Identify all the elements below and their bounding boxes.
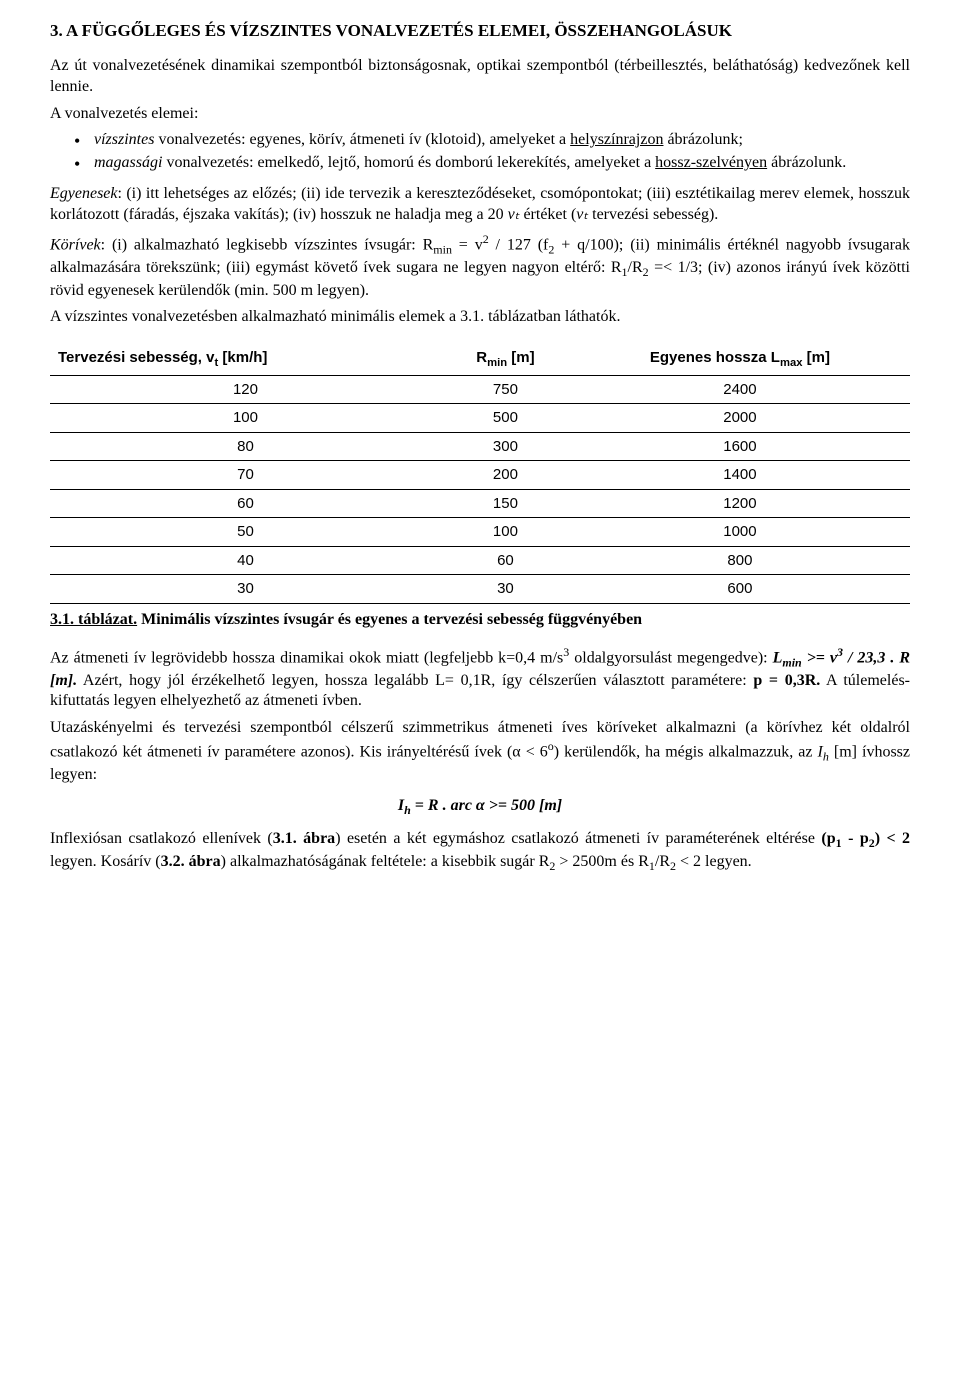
text: Az átmeneti ív legrövidebb hossza dinami… <box>50 649 563 666</box>
table-cell: 1600 <box>570 432 910 461</box>
text: vízszintes <box>94 131 154 148</box>
text: legyen. Kosárív ( <box>50 853 161 870</box>
table-row: 3030600 <box>50 575 910 604</box>
text: Azért, hogy jól érzékelhető legyen, hoss… <box>77 672 753 689</box>
col-header-speed: Tervezési sebesség, vt [km/h] <box>50 342 441 375</box>
inflex-paragraph: Inflexiósan csatlakozó ellenívek (3.1. á… <box>50 829 910 875</box>
vonal-min: A vízszintes vonalvezetésben alkalmazhat… <box>50 307 910 328</box>
text: / 127 (f <box>489 236 549 253</box>
text: Minimális vízszintes ívsugár és egyenes … <box>137 611 642 628</box>
text: L <box>773 649 783 666</box>
intro-paragraph: Az út vonalvezetésének dinamikai szempon… <box>50 56 910 98</box>
text: min <box>433 242 452 256</box>
table-cell: 200 <box>441 461 570 490</box>
text: >= v <box>802 649 837 666</box>
text: - p <box>842 830 869 847</box>
list-item: magassági vonalvezetés: emelkedő, lejtő,… <box>74 153 910 174</box>
atmeneti-paragraph: Az átmeneti ív legrövidebb hossza dinami… <box>50 645 910 713</box>
table-cell: 50 <box>50 518 441 547</box>
text: Egyenesek <box>50 185 118 202</box>
text: ábrázolunk; <box>663 131 743 148</box>
text: tervezési sebesség). <box>588 206 718 223</box>
table-cell: 150 <box>441 489 570 518</box>
table-cell: 60 <box>50 489 441 518</box>
korivek-paragraph: Körívek: (i) alkalmazható legkisebb vízs… <box>50 232 910 302</box>
elemei-list: vízszintes vonalvezetés: egyenes, körív,… <box>50 130 910 174</box>
design-speed-table: Tervezési sebesség, vt [km/h] Rmin [m] E… <box>50 342 910 604</box>
text: < 2 legyen. <box>676 853 752 870</box>
text: oldalgyorsulást megengedve): <box>569 649 772 666</box>
table-cell: 30 <box>50 575 441 604</box>
text: : (i) itt lehetséges az előzés; (ii) ide… <box>50 185 910 223</box>
table-row: 803001600 <box>50 432 910 461</box>
table-row: 702001400 <box>50 461 910 490</box>
table-cell: 1400 <box>570 461 910 490</box>
table-cell: 100 <box>50 404 441 433</box>
text: Inflexiósan csatlakozó ellenívek ( <box>50 830 273 847</box>
table-cell: 750 <box>441 375 570 404</box>
text: > 2500m és R <box>555 853 648 870</box>
table-cell: 80 <box>50 432 441 461</box>
table-cell: 40 <box>50 546 441 575</box>
table-row: 501001000 <box>50 518 910 547</box>
text: = R . arc α >= 500 [m] <box>411 797 562 814</box>
table-cell: 120 <box>50 375 441 404</box>
text: min <box>782 655 801 669</box>
text: Körívek <box>50 236 101 253</box>
table-row: 4060800 <box>50 546 910 575</box>
text: /R <box>655 853 670 870</box>
egyenesek-paragraph: Egyenesek: (i) itt lehetséges az előzés;… <box>50 184 910 226</box>
col-header-rmin: Rmin [m] <box>441 342 570 375</box>
table-cell: 300 <box>441 432 570 461</box>
text: (p <box>821 830 835 847</box>
text: ábrázolunk. <box>767 154 846 171</box>
text: ) < 2 <box>875 830 910 847</box>
table-cell: 1000 <box>570 518 910 547</box>
table-cell: 100 <box>441 518 570 547</box>
text: vₜ <box>576 206 588 223</box>
text: ) esetén a két egymáshoz csatlakozó átme… <box>335 830 821 847</box>
text: helyszínrajzon <box>570 131 663 148</box>
text: : (i) alkalmazható legkisebb vízszintes … <box>101 236 434 253</box>
table-cell: 70 <box>50 461 441 490</box>
table-cell: 2400 <box>570 375 910 404</box>
text: p = 0,3R. <box>753 672 820 689</box>
table-row: 1207502400 <box>50 375 910 404</box>
text: értéket ( <box>519 206 576 223</box>
text: 3.1. ábra <box>273 830 335 847</box>
text: = v <box>452 236 483 253</box>
text: 3.1. táblázat. <box>50 611 137 628</box>
utazas-paragraph: Utazáskényelmi és tervezési szempontból … <box>50 718 910 786</box>
ih-formula: Ih = R . arc α >= 500 [m] <box>50 796 910 819</box>
text: vonalvezetés: emelkedő, lejtő, homorú és… <box>162 154 655 171</box>
text: ) alkalmazhatóságának feltétele: a kiseb… <box>221 853 550 870</box>
table-cell: 1200 <box>570 489 910 518</box>
text: vₜ <box>508 206 520 223</box>
table-cell: 60 <box>441 546 570 575</box>
text: magassági <box>94 154 162 171</box>
text: vonalvezetés: egyenes, körív, átmeneti í… <box>154 131 570 148</box>
table-cell: 2000 <box>570 404 910 433</box>
table-cell: 600 <box>570 575 910 604</box>
table-row: 601501200 <box>50 489 910 518</box>
table-cell: 800 <box>570 546 910 575</box>
elemei-lead: A vonalvezetés elemei: <box>50 104 910 125</box>
table-cell: 30 <box>441 575 570 604</box>
text: 3.2. ábra <box>161 853 221 870</box>
table-caption: 3.1. táblázat. Minimális vízszintes ívsu… <box>50 610 910 631</box>
section-title: 3. A FÜGGŐLEGES ÉS VÍZSZINTES VONALVEZET… <box>50 20 910 42</box>
col-header-lmax: Egyenes hossza Lmax [m] <box>570 342 910 375</box>
text: hossz-szelvényen <box>655 154 767 171</box>
list-item: vízszintes vonalvezetés: egyenes, körív,… <box>74 130 910 151</box>
text: /R <box>628 259 643 276</box>
text: ) kerülendők, ha mégis alkalmazzuk, az <box>554 743 818 760</box>
table-cell: 500 <box>441 404 570 433</box>
table-row: 1005002000 <box>50 404 910 433</box>
text: h <box>404 803 411 817</box>
